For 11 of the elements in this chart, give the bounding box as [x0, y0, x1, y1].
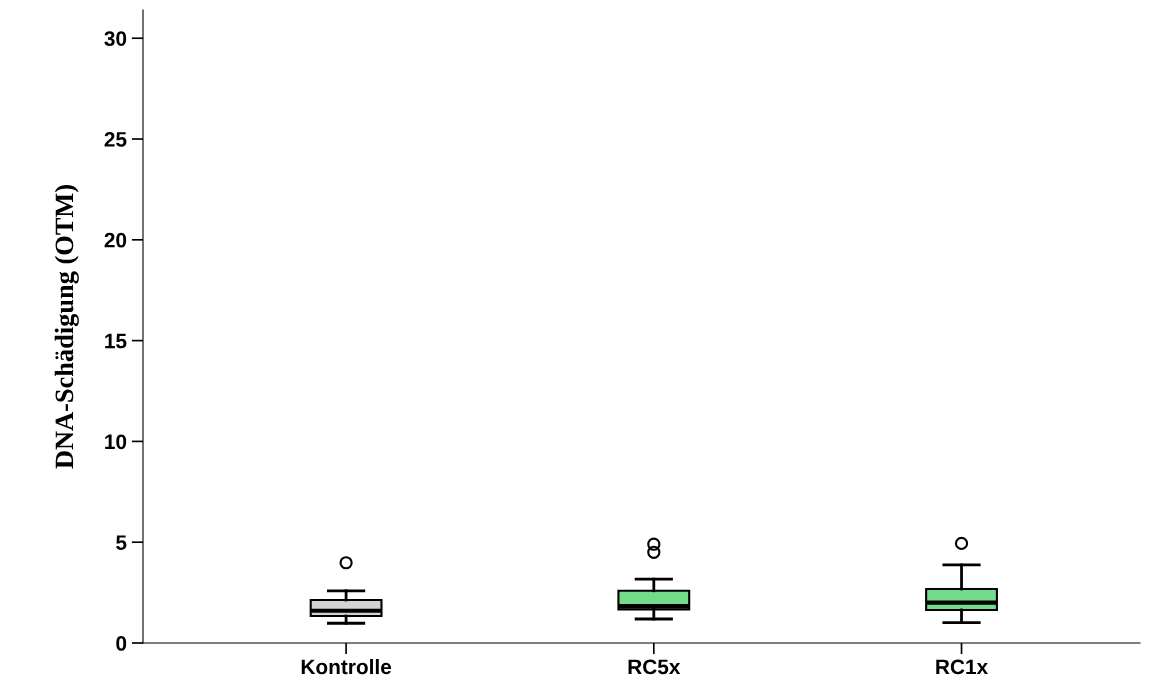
x-tick-label: RC1x [936, 659, 989, 675]
y-tick-label: 0 [116, 636, 127, 651]
y-tick-label: 10 [105, 434, 127, 450]
y-tick-label: 15 [105, 333, 127, 349]
y-tick-label: 30 [104, 31, 127, 47]
y-tick-label: 5 [116, 535, 127, 550]
x-tick-label: RC5x [628, 659, 681, 675]
y-tick-label: 25 [104, 132, 127, 147]
x-tick-label: Kontrolle [301, 658, 392, 675]
y-axis-title: DNA-Schädigung (OTM) [54, 185, 79, 469]
y-tick-label: 20 [104, 232, 127, 248]
